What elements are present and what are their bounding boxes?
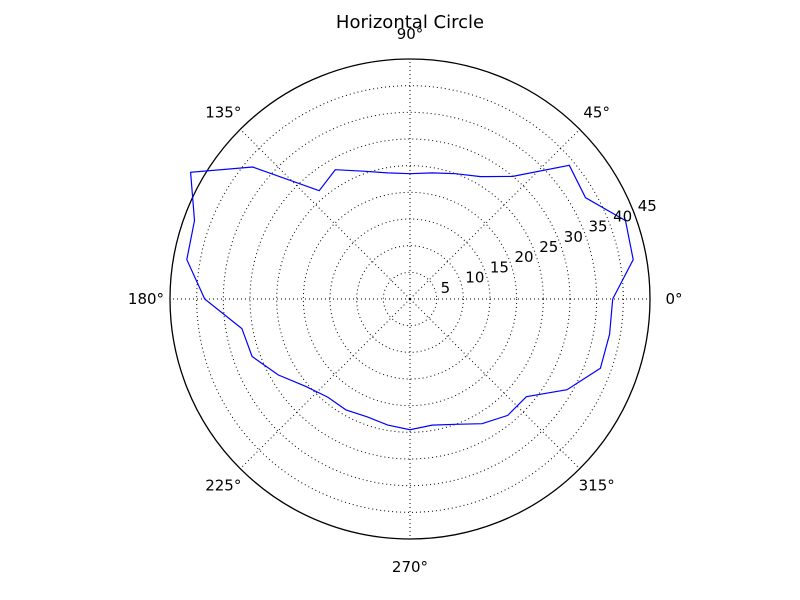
series-line-0 <box>186 164 634 431</box>
r-tick-label: 35 <box>589 218 608 236</box>
angular-gridline-225 <box>239 298 411 470</box>
theta-tick-label: 315° <box>579 477 615 495</box>
theta-tick-label: 135° <box>205 103 241 121</box>
grid-layer <box>169 58 651 540</box>
r-tick-label: 30 <box>564 228 583 246</box>
r-tick-label: 40 <box>613 207 632 225</box>
chart-title: Horizontal Circle <box>336 12 484 33</box>
radial-gridline-5 <box>382 271 438 327</box>
theta-tick-label: 45° <box>583 103 610 121</box>
r-tick-label: 10 <box>465 269 484 287</box>
theta-tick-label: 180° <box>128 290 164 308</box>
polar-frame <box>169 58 651 540</box>
label-layer: 0° 45° 90° 135° 180° 225° 270° 315° 5 10 15 20 25 30 3… <box>128 25 683 576</box>
theta-tick-label: 90° <box>397 25 424 43</box>
angular-gridline-45 <box>409 128 581 300</box>
r-tick-label: 45 <box>638 197 657 215</box>
center-point <box>408 297 412 301</box>
series-layer <box>186 164 634 431</box>
r-tick-label: 5 <box>441 279 451 297</box>
radial-gridline-25 <box>276 165 544 433</box>
theta-tick-label: 270° <box>392 558 428 576</box>
angular-gridline-315 <box>409 298 581 470</box>
radial-gridline-40 <box>196 85 624 513</box>
r-tick-label: 25 <box>539 238 558 256</box>
theta-tick-label: 0° <box>665 290 682 308</box>
radial-gridline-20 <box>302 191 518 407</box>
theta-tick-label: 225° <box>205 477 241 495</box>
radial-gridline-35 <box>222 111 598 487</box>
r-tick-label: 15 <box>490 258 509 276</box>
r-tick-label: 20 <box>515 248 534 266</box>
radial-gridline-10 <box>356 245 464 353</box>
angular-gridline-135 <box>239 128 411 300</box>
